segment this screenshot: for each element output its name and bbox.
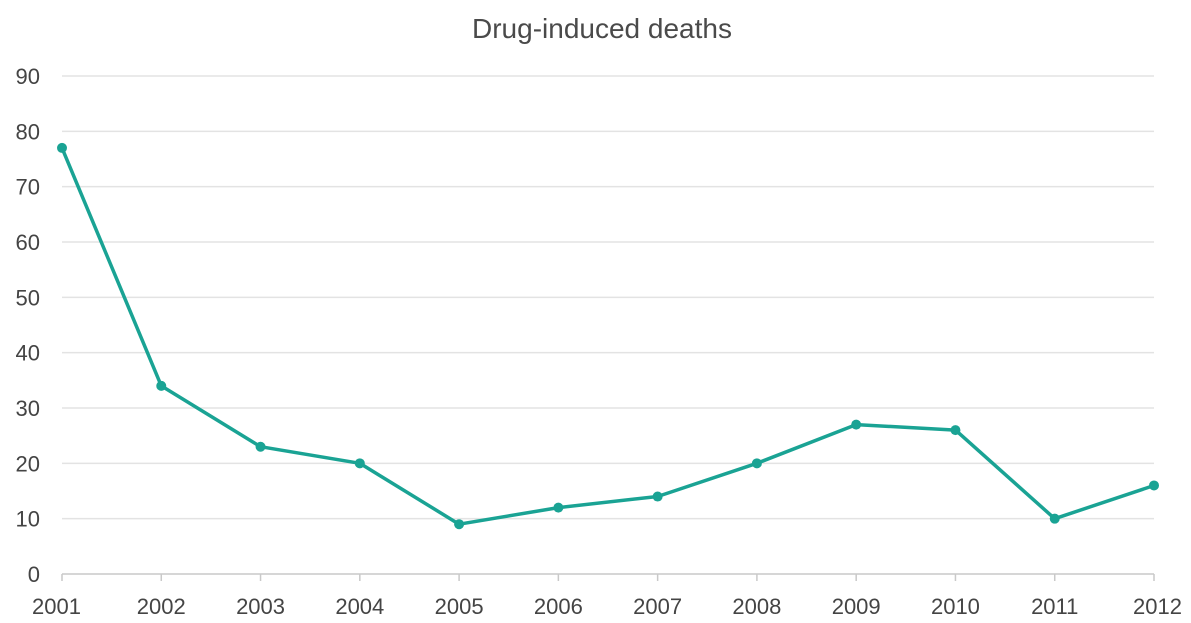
y-tick-label: 0 <box>28 562 40 587</box>
y-tick-label: 80 <box>16 119 40 144</box>
data-point <box>950 425 961 436</box>
x-tick-label: 2004 <box>335 594 384 619</box>
y-tick-label: 40 <box>16 341 40 366</box>
series <box>57 142 1159 530</box>
x-tick-label: 2011 <box>1031 594 1078 619</box>
x-axis-ticks: 2001 2002 2003 2004 2005 2006 2007 2008 2009 2010… <box>32 574 1182 619</box>
data-point <box>652 491 663 502</box>
x-tick-label: 2010 <box>931 594 980 619</box>
data-point <box>553 502 564 513</box>
data-point <box>354 458 365 469</box>
x-tick-label: 2007 <box>633 594 682 619</box>
data-point <box>851 419 862 430</box>
y-axis-ticks: 0 10 20 30 40 50 60 70 80 90 <box>16 64 40 587</box>
gridlines <box>62 75 1154 520</box>
data-point <box>156 380 167 391</box>
x-tick-label: 2003 <box>236 594 285 619</box>
data-point <box>1049 513 1060 524</box>
y-tick-label: 90 <box>16 64 40 89</box>
y-tick-label: 50 <box>16 285 40 310</box>
x-tick-label: 2008 <box>732 594 781 619</box>
y-tick-label: 60 <box>16 230 40 255</box>
x-tick-label: 2006 <box>534 594 583 619</box>
data-point <box>751 458 762 469</box>
series-line <box>60 146 1156 526</box>
y-tick-label: 20 <box>16 451 40 476</box>
data-point <box>454 519 465 530</box>
x-tick-label: 2005 <box>435 594 484 619</box>
data-point <box>255 441 266 452</box>
x-tick-label: 2012 <box>1133 594 1182 619</box>
data-point <box>1149 480 1159 491</box>
chart-title: Drug-induced deaths <box>472 13 732 44</box>
y-tick-label: 70 <box>16 175 40 200</box>
x-tick-label: 2009 <box>832 594 881 619</box>
y-tick-label: 30 <box>16 396 40 421</box>
data-point <box>57 142 67 153</box>
y-tick-label: 10 <box>16 507 40 532</box>
x-tick-label: 2002 <box>137 594 186 619</box>
x-tick-label: 2001 <box>32 594 81 619</box>
